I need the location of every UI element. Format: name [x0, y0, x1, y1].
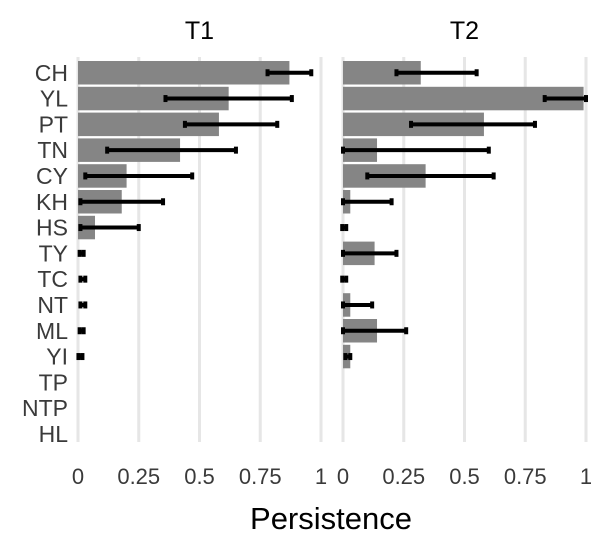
- x-tick-label: 1: [580, 464, 591, 489]
- category-label: PT: [39, 111, 68, 137]
- category-label: CY: [36, 163, 68, 189]
- bar: [78, 112, 219, 137]
- panel-title: T1: [185, 17, 214, 45]
- category-label: HL: [39, 421, 69, 447]
- panel-title: T2: [450, 17, 479, 45]
- x-tick-label: 0.75: [504, 464, 547, 489]
- category-label: YI: [46, 344, 68, 370]
- bar: [78, 61, 290, 85]
- errorbar-layer: [76, 69, 588, 361]
- x-tick-label: 0: [337, 464, 349, 489]
- category-label: NTP: [22, 395, 68, 421]
- category-label: YL: [40, 86, 68, 112]
- category-label: NT: [37, 292, 68, 318]
- x-tick-label: 0.5: [449, 464, 480, 489]
- bar: [343, 86, 584, 111]
- bar: [78, 86, 229, 111]
- x-tick-label: 1: [315, 464, 327, 489]
- category-label: TN: [37, 137, 68, 163]
- x-tick-label: 0.5: [184, 464, 215, 489]
- category-label: TC: [37, 266, 68, 292]
- x-tick-label: 0.25: [117, 464, 160, 489]
- category-label: ML: [36, 318, 68, 344]
- category-label: HS: [36, 215, 68, 241]
- bar-layer: [78, 61, 584, 369]
- x-tick-label: 0: [72, 464, 84, 489]
- x-axis-title: Persistence: [250, 501, 412, 533]
- x-tick-label: 0.25: [382, 464, 425, 489]
- bar: [343, 61, 421, 85]
- category-label: TP: [39, 369, 68, 395]
- x-tick-label: 0.75: [239, 464, 282, 489]
- category-label: TY: [39, 240, 68, 266]
- category-label: CH: [35, 60, 68, 86]
- category-label: KH: [36, 189, 68, 215]
